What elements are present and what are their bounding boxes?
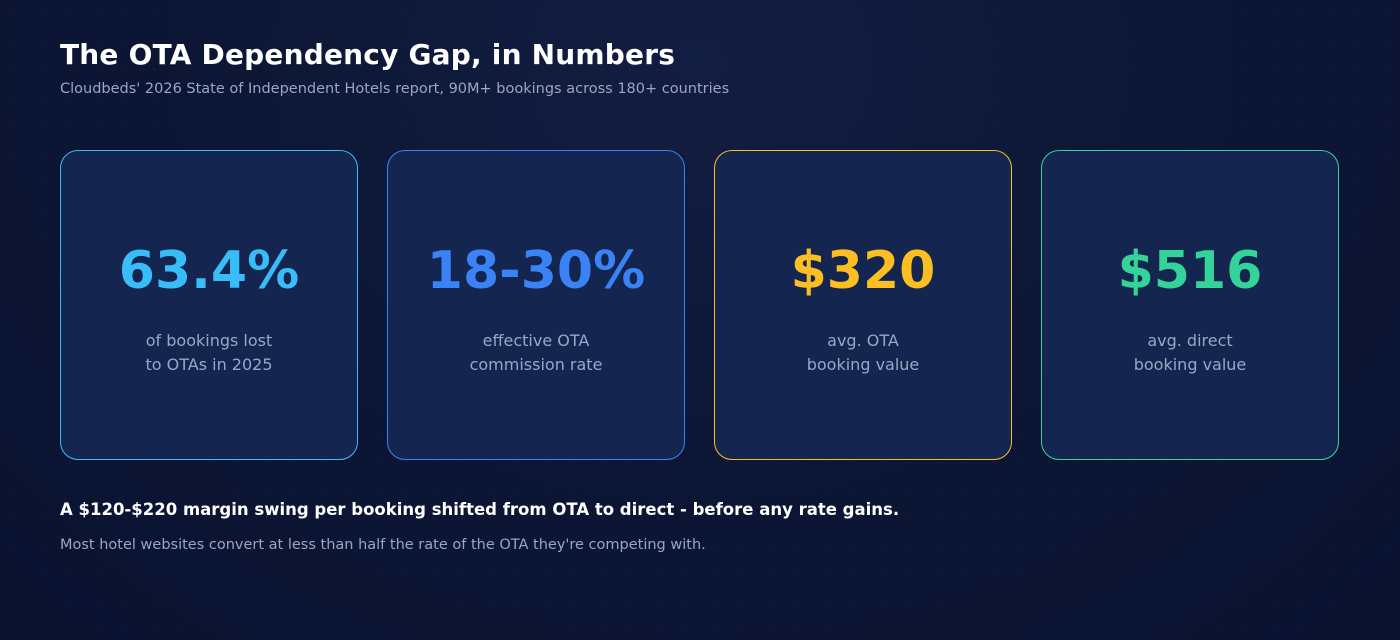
stat-description-line: to OTAs in 2025 (145, 355, 273, 374)
stat-description: avg. direct booking value (1062, 329, 1318, 377)
footnote: Most hotel websites convert at less than… (60, 537, 706, 553)
stat-card-ota-booking-value: $320 avg. OTA booking value (714, 150, 1012, 460)
stat-value: $320 (790, 241, 936, 301)
stat-card-direct-booking-value: $516 avg. direct booking value (1041, 150, 1339, 460)
page-subtitle: Cloudbeds' 2026 State of Independent Hot… (60, 81, 730, 97)
stat-description-line: booking value (1133, 355, 1247, 374)
stat-card-commission-rate: 18-30% effective OTA commission rate (387, 150, 685, 460)
stat-description-line: commission rate (469, 355, 603, 374)
stat-value: 18-30% (426, 241, 646, 301)
stat-description-line: of bookings lost (145, 331, 273, 350)
stat-value: 63.4% (118, 241, 300, 301)
stat-description-line: avg. OTA (827, 331, 899, 350)
stat-value: $516 (1117, 241, 1263, 301)
stat-card-bookings-lost: 63.4% of bookings lost to OTAs in 2025 (60, 150, 358, 460)
key-takeaway: A $120-$220 margin swing per booking shi… (60, 500, 900, 519)
stat-description: effective OTA commission rate (408, 329, 664, 377)
stat-description: avg. OTA booking value (735, 329, 991, 377)
stat-description-line: booking value (806, 355, 920, 374)
stat-description-line: effective OTA (482, 331, 590, 350)
stat-description: of bookings lost to OTAs in 2025 (81, 329, 337, 377)
stat-description-line: avg. direct (1147, 331, 1233, 350)
page-title: The OTA Dependency Gap, in Numbers (60, 38, 676, 71)
